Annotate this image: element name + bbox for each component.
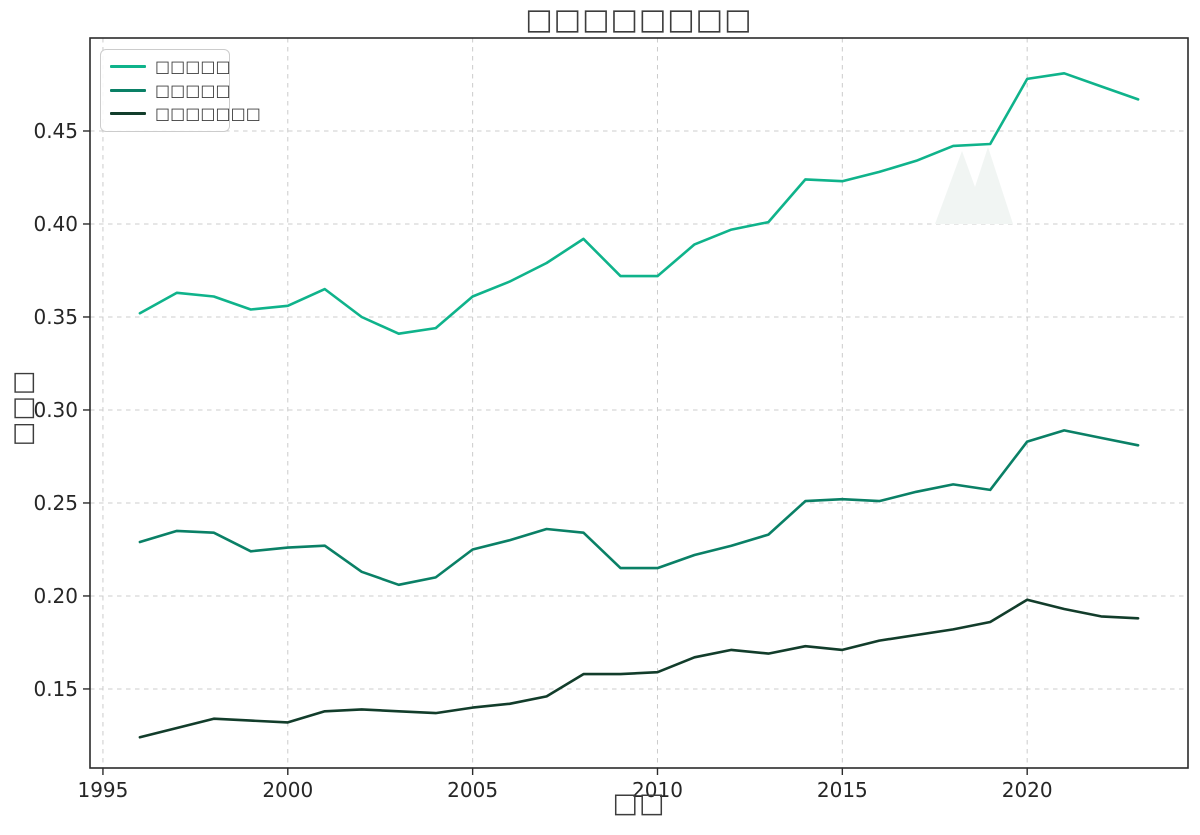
chart-title: □□□□□□□□ — [525, 2, 753, 36]
svg-text:0.30: 0.30 — [33, 398, 78, 422]
series-line-0 — [138, 72, 1140, 336]
y-axis-label: □□□ — [8, 369, 38, 447]
series-line-2 — [138, 598, 1140, 739]
svg-text:0.45: 0.45 — [33, 119, 78, 143]
tick-marks — [83, 130, 1028, 775]
svg-text:1995: 1995 — [77, 778, 128, 802]
svg-text:2000: 2000 — [262, 778, 313, 802]
legend-label: □□□□□ — [155, 57, 231, 76]
legend-label: □□□□□□□ — [155, 104, 261, 124]
legend-entry: □□□□□□□ — [110, 105, 261, 123]
x-tick-labels: 1995 2000 2005 2010 2015 2020 — [77, 778, 1052, 802]
legend-line-icon — [110, 112, 146, 116]
legend-entry: □□□□□ — [110, 58, 231, 76]
svg-text:2010: 2010 — [632, 778, 683, 802]
series-line-1 — [138, 429, 1140, 587]
svg-text:0.35: 0.35 — [33, 305, 78, 329]
svg-text:2005: 2005 — [447, 778, 498, 802]
legend-line-icon — [110, 65, 146, 69]
svg-text:0.20: 0.20 — [33, 584, 78, 608]
axes-frame — [89, 37, 1189, 769]
y-tick-labels: 0.15 0.20 0.25 0.30 0.35 0.40 0.45 — [33, 119, 78, 701]
svg-text:0.25: 0.25 — [33, 491, 78, 515]
svg-text:2020: 2020 — [1002, 778, 1053, 802]
legend-line-icon — [110, 88, 146, 92]
svg-text:2015: 2015 — [817, 778, 868, 802]
legend-entry: □□□□□ — [110, 81, 231, 100]
legend-label: □□□□□ — [155, 80, 231, 100]
svg-text:0.40: 0.40 — [33, 212, 78, 236]
svg-text:0.15: 0.15 — [33, 677, 78, 701]
gridlines — [90, 38, 1188, 768]
legend: □□□□□ □□□□□ □□□□□□□ — [100, 49, 261, 132]
x-axis-label: □□ — [612, 788, 666, 819]
watermark-mountains-icon — [935, 147, 1013, 224]
